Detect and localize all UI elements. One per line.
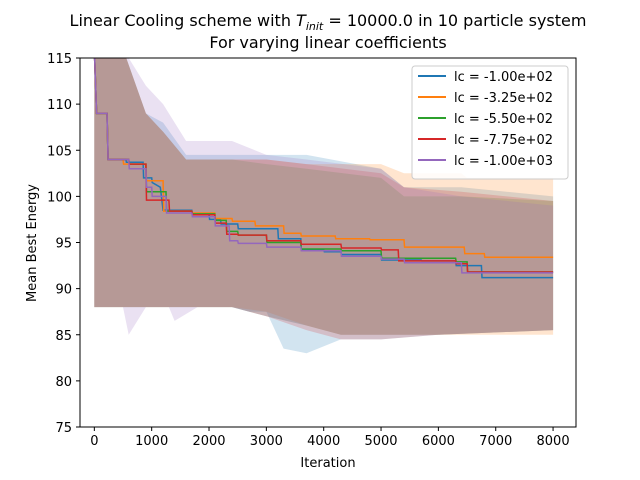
series-line-5: [93, 58, 554, 274]
legend-label-1: lc = -1.00e+02: [454, 70, 553, 85]
y-tick-label: 75: [55, 421, 72, 436]
confidence-band-3: [94, 58, 554, 335]
x-tick-label: 4000: [307, 434, 340, 449]
x-axis-label: Iteration: [300, 456, 355, 471]
x-tick-label: 1000: [135, 434, 168, 449]
legend-label-3: lc = -5.50e+02: [454, 112, 553, 127]
legend: lc = -1.00e+02 lc = -3.25e+02 lc = -5.50e+…: [411, 65, 569, 180]
x-tick-label: 3000: [250, 434, 283, 449]
x-tick-label: 5000: [364, 434, 397, 449]
y-tick-label: 105: [47, 144, 72, 159]
confidence-band-1: [94, 58, 554, 354]
series-line-1: [93, 58, 554, 279]
axes: 0 1000 2000 3000 4000 5000 6000 7000 8000 75 80 85 9…: [47, 52, 577, 449]
y-tick-label: 80: [55, 375, 72, 390]
legend-label-2: lc = -3.25e+02: [454, 91, 553, 106]
y-tick-label: 90: [55, 283, 72, 298]
confidence-band-2: [94, 58, 554, 335]
y-axis-label: Mean Best Energy: [25, 184, 40, 302]
legend-label-5: lc = -1.00e+03: [454, 154, 553, 169]
y-tick-label: 95: [55, 237, 72, 252]
y-tick-label: 115: [47, 52, 72, 67]
confidence-band-4: [94, 58, 554, 340]
series-line-4: [93, 58, 554, 273]
y-tick-label: 85: [55, 329, 72, 344]
x-tick-label: 6000: [422, 434, 455, 449]
chart-title-line2: For varying linear coefficients: [209, 33, 446, 52]
x-tick-label: 0: [90, 434, 98, 449]
plot-area: [93, 58, 554, 354]
x-tick-label: 7000: [479, 434, 512, 449]
x-tick-label: 8000: [537, 434, 570, 449]
legend-label-4: lc = -7.75e+02: [454, 133, 553, 148]
legend-box: [411, 65, 569, 180]
confidence-band-5: [94, 58, 554, 335]
y-tick-label: 110: [47, 98, 72, 113]
y-tick-label: 100: [47, 190, 72, 205]
chart-title-line1: Linear Cooling scheme with Tinit = 10000…: [70, 11, 587, 33]
x-tick-label: 2000: [192, 434, 225, 449]
